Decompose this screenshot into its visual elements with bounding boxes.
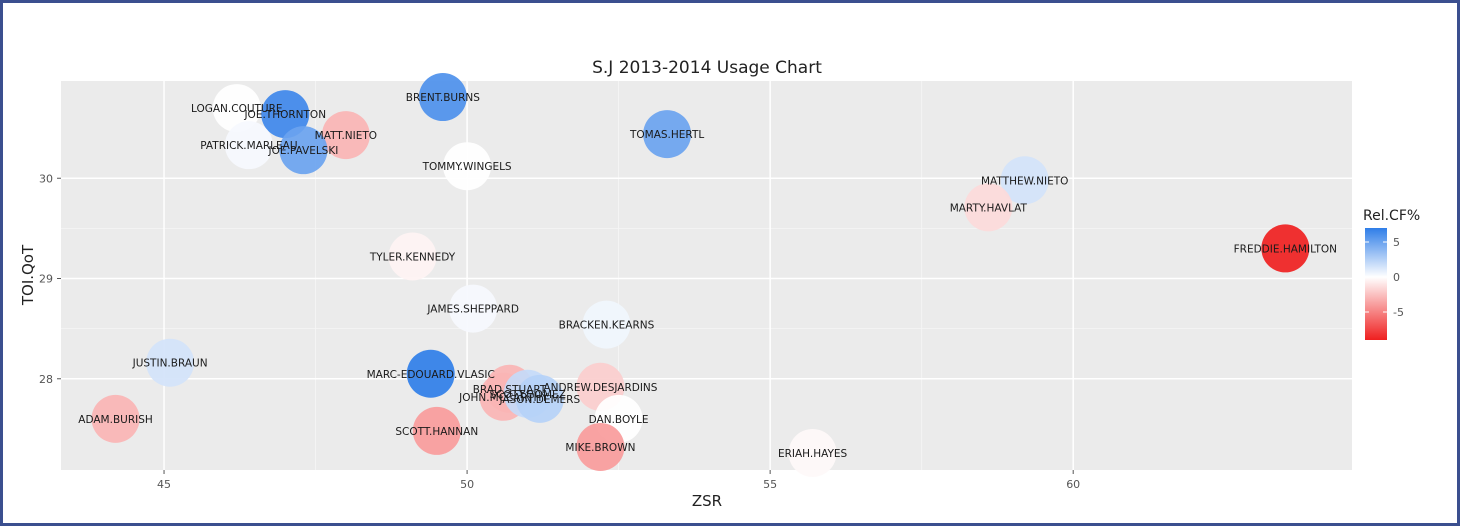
x-tick-label: 50 [460, 478, 474, 491]
chart-title: S.J 2013-2014 Usage Chart [592, 58, 822, 78]
point-tyler-kennedy [388, 232, 437, 281]
label-john-mccarthy: JOHN.MCCARTHY [458, 392, 548, 404]
legend-tick-label: 5 [1393, 236, 1400, 249]
x-tick-label: 45 [157, 478, 171, 491]
point-marty-havlat [964, 183, 1013, 232]
y-tick-label: 29 [39, 273, 53, 286]
point-brent-burns [418, 73, 467, 122]
label-brad-stuart: BRAD.STUART [473, 384, 547, 396]
data-points [91, 73, 1310, 477]
label-dan-boyle: DAN.BOYLE [589, 414, 649, 426]
label-jason-demers: JASON.DEMERS [499, 394, 581, 406]
point-justin-braun [146, 338, 195, 387]
point-mike-brown [576, 422, 625, 471]
point-adam-burish [91, 394, 140, 443]
label-scott-gomez: SCOTT.GOMEZ [490, 389, 566, 401]
point-joe-thornton [261, 90, 310, 139]
label-tommy-wingels: TOMMY.WINGELS [422, 161, 512, 173]
label-marty-havlat: MARTY.HAVLAT [950, 202, 1028, 214]
color-legend: Rel.CF% 5 0 -5 [1363, 208, 1420, 340]
legend-tick-label: -5 [1393, 306, 1404, 319]
point-freddie-hamilton [1261, 224, 1310, 273]
x-axis-label: ZSR [692, 492, 722, 510]
label-matt-nieto: MATT.NIETO [315, 130, 377, 142]
point-tomas-hertl [643, 110, 692, 159]
point-jason-demers [515, 374, 564, 423]
point-scott-hannan [412, 406, 461, 455]
label-tomas-hertl: TOMAS.HERTL [629, 129, 704, 141]
label-patrick-marleau: PATRICK.MARLEAU [200, 140, 297, 152]
y-tick-label: 28 [39, 373, 53, 386]
label-eriah-hayes: ERIAH.HAYES [778, 448, 848, 460]
y-tick-label: 30 [39, 172, 53, 185]
label-marc-edouard-vlasic: MARC-EDOUARD.VLASIC [367, 369, 495, 381]
point-bracken-kearns [582, 300, 631, 349]
point-james-sheppard [449, 284, 498, 333]
legend-ticks: 5 0 -5 [1365, 236, 1404, 319]
label-brent-burns: BRENT.BURNS [406, 92, 481, 104]
point-patrick-marleau [224, 121, 273, 170]
point-joe-pavelski [279, 126, 328, 175]
label-bracken-kearns: BRACKEN.KEARNS [559, 320, 655, 332]
label-tyler-kennedy: TYLER.KENNEDY [369, 251, 456, 263]
label-matthew-nieto: MATTHEW.NIETO [981, 175, 1068, 187]
label-adam-burish: ADAM.BURISH [78, 414, 153, 426]
point-matt-nieto [321, 111, 370, 160]
label-james-sheppard: JAMES.SHEPPARD [426, 304, 519, 316]
plot-panel [61, 81, 1352, 470]
x-axis-ticks: 45 50 55 60 [157, 470, 1080, 491]
label-andrew-desjardins: ANDREW.DESJARDINS [543, 382, 657, 394]
legend-tick-label: 0 [1393, 271, 1400, 284]
grid-lines [61, 81, 1352, 470]
label-scott-hannan: SCOTT.HANNAN [395, 426, 478, 438]
point-marc-edouard-vlasic [406, 349, 455, 398]
label-mike-brown: MIKE.BROWN [565, 442, 635, 454]
label-justin-braun: JUSTIN.BRAUN [132, 358, 208, 370]
label-joe-thornton: JOE.THORNTON [243, 109, 326, 121]
point-matthew-nieto [1000, 156, 1049, 205]
point-eriah-hayes [788, 428, 837, 477]
point-tommy-wingels [443, 142, 492, 191]
label-freddie-hamilton: FREDDIE.HAMILTON [1234, 243, 1337, 255]
x-tick-label: 60 [1066, 478, 1080, 491]
x-tick-label: 55 [763, 478, 777, 491]
label-logan-couture: LOGAN.COUTURE [191, 103, 283, 115]
usage-chart: S.J 2013-2014 Usage Chart 45 50 55 60 28293… [19, 58, 1420, 510]
legend-title: Rel.CF% [1363, 208, 1420, 224]
label-joe-pavelski: JOE.PAVELSKI [268, 145, 339, 157]
y-axis-label: TOI.QoT [19, 244, 37, 306]
legend-color-bar [1365, 228, 1387, 340]
point-logan-couture [212, 84, 261, 133]
y-axis-ticks: 28 29 30 [39, 172, 61, 386]
